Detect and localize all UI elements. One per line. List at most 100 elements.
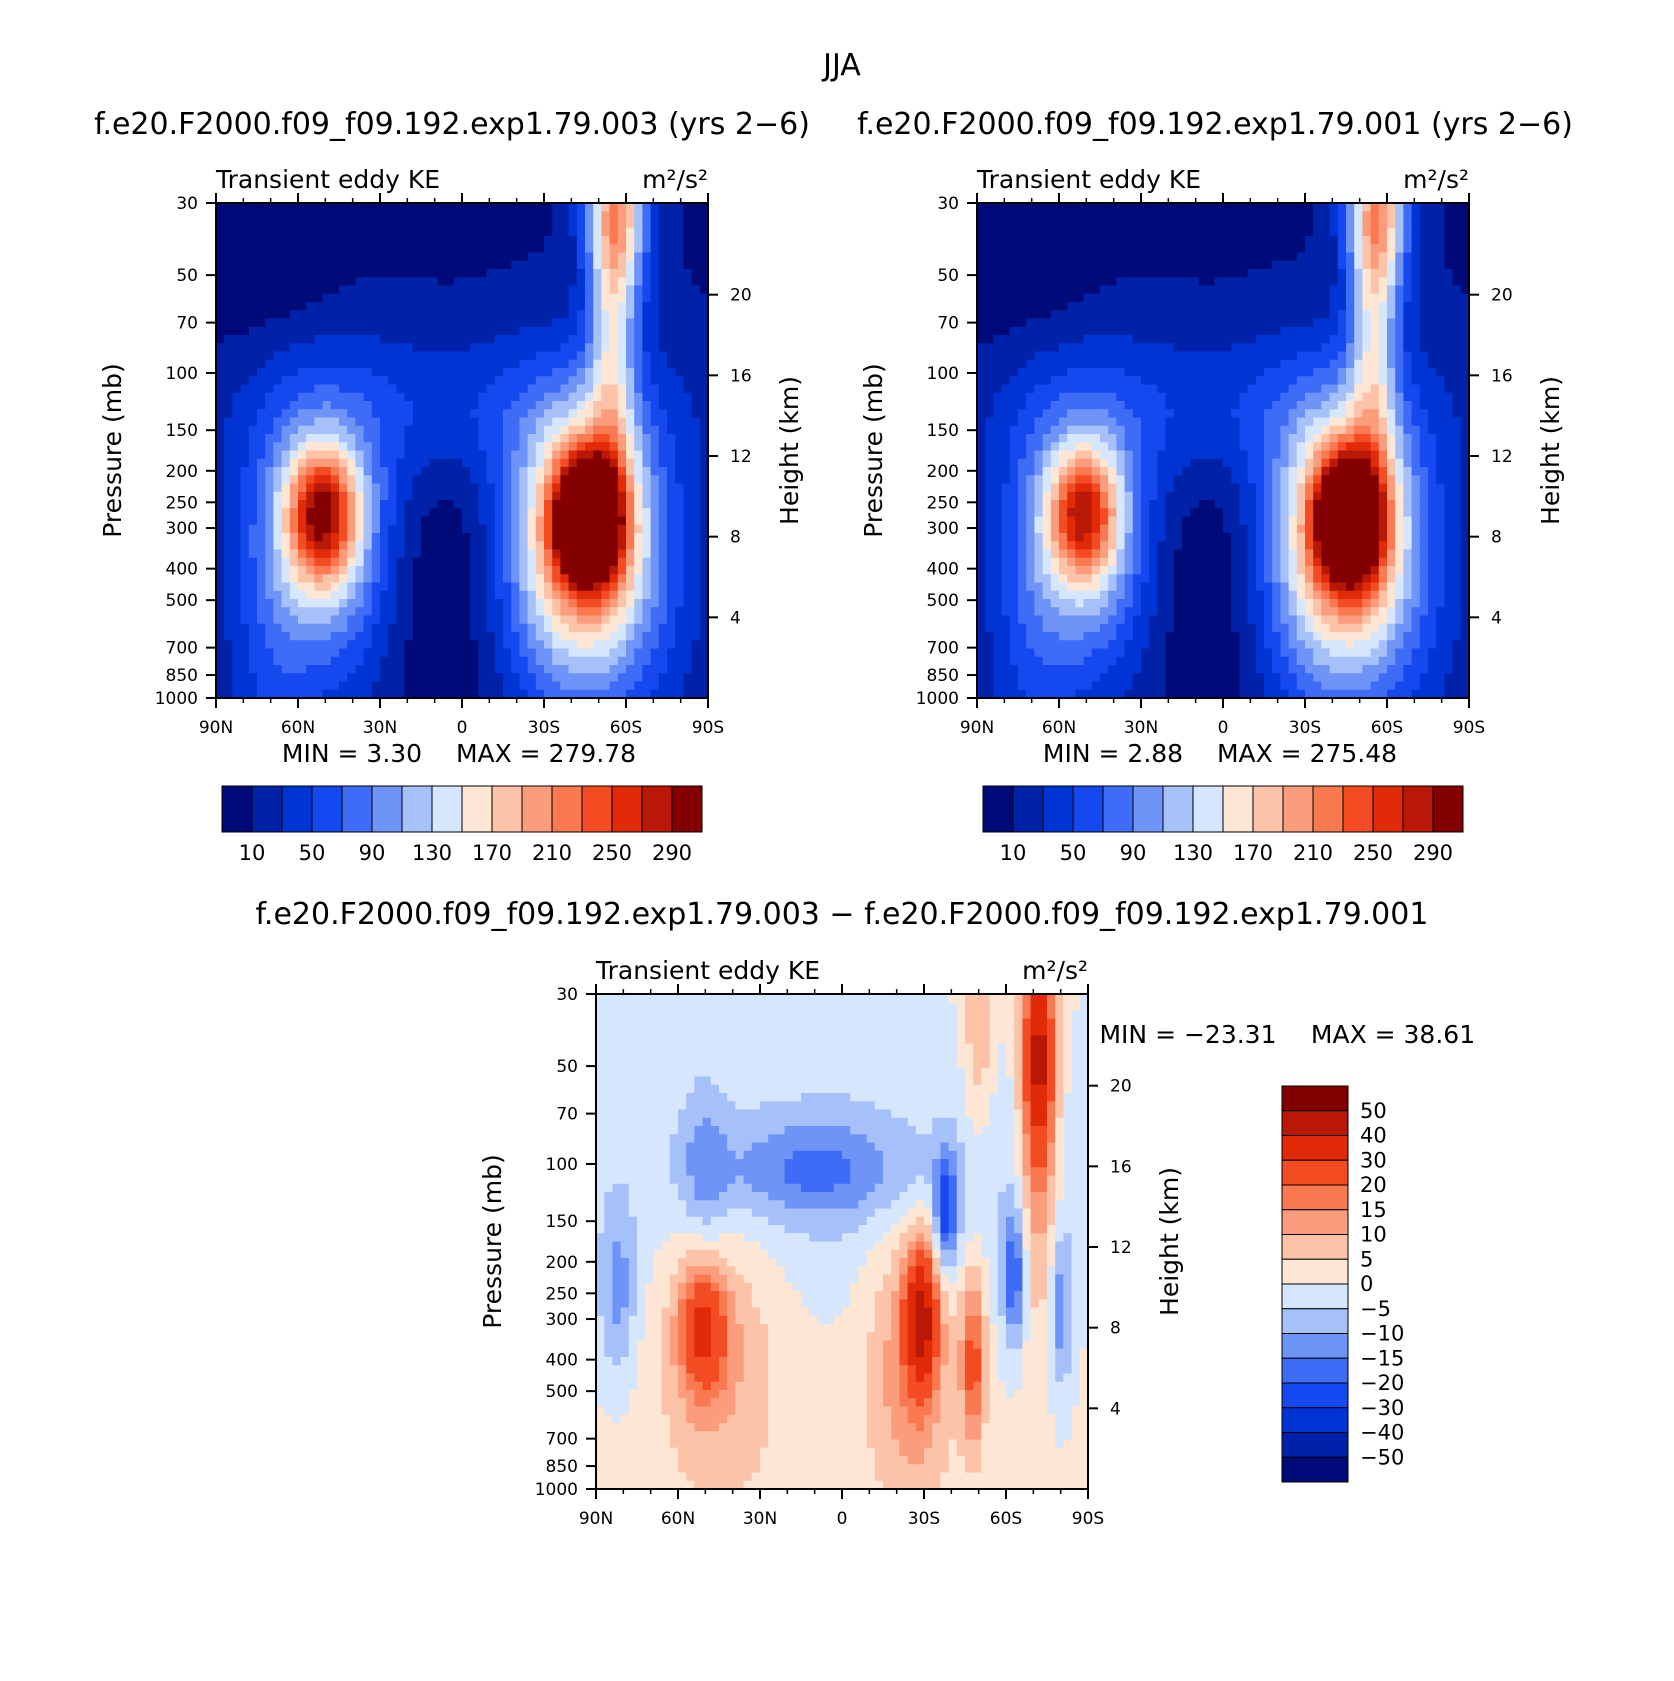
- contour-cell: [683, 492, 692, 501]
- contour-cell: [478, 616, 487, 625]
- contour-cell: [446, 302, 455, 311]
- contour-cell: [1084, 228, 1093, 237]
- contour-cell: [241, 228, 250, 237]
- contour-cell: [1034, 360, 1043, 369]
- contour-cell: [1116, 310, 1125, 319]
- contour-cell: [1075, 360, 1084, 369]
- contour-cell: [601, 426, 610, 435]
- contour-cell: [511, 500, 520, 509]
- contour-cell: [659, 665, 668, 674]
- contour-cell: [1239, 244, 1248, 253]
- contour-cell: [659, 442, 668, 451]
- contour-cell: [265, 673, 274, 682]
- contour-cell: [396, 277, 405, 286]
- contour-cell: [405, 294, 414, 303]
- contour-cell: [536, 335, 545, 344]
- contour-cell: [273, 244, 282, 253]
- contour-cell: [552, 665, 561, 674]
- contour-cell: [544, 294, 553, 303]
- contour-cell: [601, 269, 610, 278]
- contour-cell: [241, 310, 250, 319]
- contour-cell: [265, 624, 274, 633]
- contour-cell: [241, 451, 250, 460]
- contour-cell: [331, 426, 340, 435]
- contour-cell: [503, 426, 512, 435]
- contour-cell: [478, 236, 487, 245]
- contour-cell: [241, 253, 250, 262]
- contour-cell: [667, 253, 676, 262]
- contour-cell: [1256, 368, 1265, 377]
- contour-cell: [282, 236, 291, 245]
- colorbar-box: [372, 786, 402, 832]
- contour-cell: [388, 665, 397, 674]
- contour-cell: [241, 401, 250, 410]
- contour-cell: [659, 335, 668, 344]
- contour-cell: [437, 657, 446, 666]
- contour-cell: [1067, 203, 1076, 212]
- contour-cell: [1395, 360, 1404, 369]
- contour-cell: [692, 632, 701, 641]
- contour-cell: [413, 236, 422, 245]
- contour-cell: [1412, 244, 1421, 253]
- contour-cell: [372, 269, 381, 278]
- contour-cell: [618, 360, 627, 369]
- contour-cell: [347, 583, 356, 592]
- contour-cell: [265, 253, 274, 262]
- contour-cell: [364, 418, 373, 427]
- contour-cell: [993, 253, 1002, 262]
- contour-cell: [249, 574, 258, 583]
- contour-cell: [552, 385, 561, 394]
- contour-cell: [651, 393, 660, 402]
- contour-cell: [1248, 253, 1257, 262]
- contour-cell: [569, 385, 578, 394]
- contour-cell: [396, 244, 405, 253]
- contour-cell: [421, 302, 430, 311]
- x-tick-label: 30S: [528, 718, 560, 738]
- contour-cell: [380, 277, 389, 286]
- contour-cell: [347, 327, 356, 336]
- contour-cell: [1207, 352, 1216, 361]
- contour-cell: [396, 319, 405, 328]
- contour-cell: [544, 343, 553, 352]
- contour-cell: [249, 492, 258, 501]
- contour-cell: [528, 649, 537, 658]
- contour-cell: [601, 343, 610, 352]
- contour-cell: [331, 343, 340, 352]
- contour-cell: [1313, 203, 1322, 212]
- contour-cell: [593, 253, 602, 262]
- contour-cell: [1198, 203, 1207, 212]
- contour-cell: [388, 649, 397, 658]
- contour-cell: [610, 302, 619, 311]
- contour-cell: [396, 649, 405, 658]
- contour-cell: [454, 624, 463, 633]
- contour-cell: [405, 418, 414, 427]
- contour-cell: [257, 393, 266, 402]
- contour-cell: [1182, 228, 1191, 237]
- contour-cell: [642, 236, 651, 245]
- contour-cell: [314, 236, 323, 245]
- contour-cell: [1387, 343, 1396, 352]
- contour-cell: [503, 632, 512, 641]
- contour-cell: [478, 682, 487, 691]
- contour-cell: [1059, 294, 1068, 303]
- contour-cell: [314, 228, 323, 237]
- contour-cell: [683, 228, 692, 237]
- contour-cell: [1330, 236, 1339, 245]
- contour-cell: [659, 269, 668, 278]
- contour-cell: [1444, 368, 1453, 377]
- contour-cell: [347, 484, 356, 493]
- contour-cell: [462, 277, 471, 286]
- contour-cell: [1256, 319, 1265, 328]
- contour-cell: [683, 426, 692, 435]
- contour-cell: [1207, 343, 1216, 352]
- contour-cell: [396, 541, 405, 550]
- contour-cell: [470, 484, 479, 493]
- contour-cell: [519, 467, 528, 476]
- contour-cell: [593, 591, 602, 600]
- contour-cell: [478, 657, 487, 666]
- contour-cell: [560, 376, 569, 385]
- contour-cell: [1297, 310, 1306, 319]
- contour-cell: [306, 385, 315, 394]
- contour-cell: [380, 426, 389, 435]
- contour-cell: [593, 599, 602, 608]
